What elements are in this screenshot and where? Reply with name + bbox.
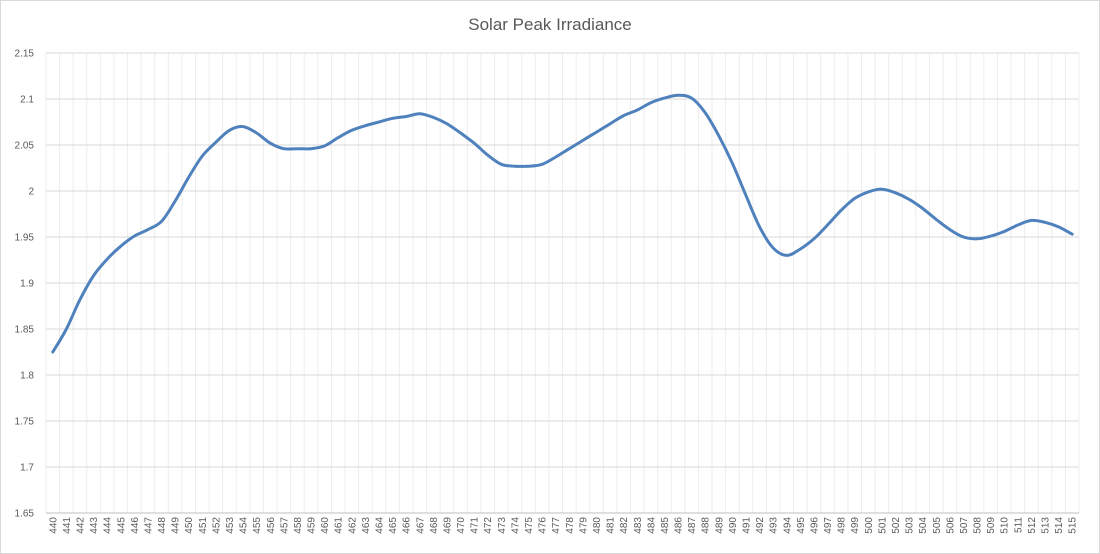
x-tick-label: 478	[565, 517, 576, 534]
x-tick-label: 491	[741, 517, 752, 534]
x-tick-label: 489	[714, 517, 725, 534]
x-tick-label: 514	[1054, 517, 1065, 534]
x-tick-label: 485	[660, 517, 671, 534]
x-tick-label: 484	[646, 517, 657, 534]
x-tick-label: 467	[415, 517, 426, 534]
y-tick-label: 2.15	[15, 49, 35, 60]
x-tick-label: 486	[674, 517, 685, 534]
x-tick-label: 496	[809, 517, 820, 534]
x-tick-label: 451	[198, 517, 209, 534]
y-tick-label: 1.95	[15, 233, 35, 244]
x-tick-label: 448	[157, 517, 168, 534]
x-tick-label: 490	[728, 517, 739, 534]
y-axis-labels: 1.65 1.7 1.75 1.8 1.85 1.9 1.95 2 2.05 2.1 2.15	[15, 49, 35, 520]
x-tick-label: 466	[402, 517, 413, 534]
x-tick-label: 494	[782, 517, 793, 534]
x-tick-label: 444	[103, 517, 114, 534]
x-tick-label: 513	[1041, 517, 1052, 534]
y-tick-label: 2	[28, 187, 34, 198]
x-tick-label: 482	[619, 517, 630, 534]
x-tick-label: 512	[1027, 517, 1038, 534]
x-tick-label: 453	[225, 517, 236, 534]
x-tick-label: 456	[266, 517, 277, 534]
x-tick-label: 509	[986, 517, 997, 534]
x-tick-label: 452	[211, 517, 222, 534]
x-tick-label: 498	[837, 517, 848, 534]
y-tick-label: 2.1	[20, 95, 34, 106]
x-tick-label: 463	[361, 517, 372, 534]
y-tick-label: 2.05	[15, 141, 35, 152]
x-tick-label: 472	[483, 517, 494, 534]
x-tick-label: 488	[701, 517, 712, 534]
x-tick-label: 458	[293, 517, 304, 534]
x-tick-label: 450	[184, 517, 195, 534]
x-tick-label: 487	[687, 517, 698, 534]
y-tick-label: 1.7	[20, 463, 34, 474]
x-tick-label: 445	[116, 517, 127, 534]
chart-title: Solar Peak Irradiance	[468, 15, 632, 34]
y-tick-label: 1.85	[15, 325, 35, 336]
x-tick-label: 457	[279, 517, 290, 534]
x-tick-label: 476	[538, 517, 549, 534]
x-tick-label: 460	[320, 517, 331, 534]
y-tick-label: 1.75	[15, 417, 35, 428]
x-tick-label: 459	[307, 517, 318, 534]
y-tick-label: 1.9	[20, 279, 34, 290]
x-tick-label: 502	[891, 517, 902, 534]
x-tick-label: 493	[769, 517, 780, 534]
x-tick-label: 477	[551, 517, 562, 534]
x-tick-label: 510	[1000, 517, 1011, 534]
x-tick-label: 462	[347, 517, 358, 534]
x-tick-label: 455	[252, 517, 263, 534]
x-tick-label: 474	[510, 517, 521, 534]
x-tick-label: 508	[973, 517, 984, 534]
x-tick-label: 495	[796, 517, 807, 534]
y-tick-label: 1.65	[15, 509, 35, 520]
x-tick-label: 470	[456, 517, 467, 534]
x-tick-label: 479	[578, 517, 589, 534]
x-tick-label: 500	[864, 517, 875, 534]
x-tick-label: 464	[375, 517, 386, 534]
x-tick-label: 449	[171, 517, 182, 534]
x-tick-label: 446	[130, 517, 141, 534]
x-tick-label: 440	[48, 517, 59, 534]
y-tick-label: 1.8	[20, 371, 34, 382]
x-tick-label: 443	[89, 517, 100, 534]
x-tick-label: 497	[823, 517, 834, 534]
x-tick-label: 483	[633, 517, 644, 534]
x-tick-label: 492	[755, 517, 766, 534]
x-tick-label: 499	[850, 517, 861, 534]
x-tick-label: 504	[918, 517, 929, 534]
x-tick-label: 505	[932, 517, 943, 534]
x-tick-label: 465	[388, 517, 399, 534]
x-tick-label: 506	[945, 517, 956, 534]
x-tick-label: 473	[497, 517, 508, 534]
x-tick-label: 480	[592, 517, 603, 534]
x-tick-label: 475	[524, 517, 535, 534]
x-tick-label: 454	[239, 517, 250, 534]
x-tick-label: 515	[1068, 517, 1079, 534]
x-axis-labels: 440 441 442 443 444 445 446 447 448 449 450 451 452 4…	[48, 517, 1078, 534]
x-tick-label: 461	[334, 517, 345, 534]
x-tick-label: 481	[606, 517, 617, 534]
x-tick-label: 501	[877, 517, 888, 534]
x-tick-label: 507	[959, 517, 970, 534]
x-tick-label: 441	[62, 517, 73, 534]
x-tick-label: 442	[75, 517, 86, 534]
x-tick-label: 503	[905, 517, 916, 534]
x-tick-label: 447	[143, 517, 154, 534]
x-tick-label: 468	[429, 517, 440, 534]
x-tick-label: 471	[470, 517, 481, 534]
x-tick-label: 511	[1013, 517, 1024, 533]
series-line	[51, 93, 1074, 354]
x-tick-label: 469	[442, 517, 453, 534]
